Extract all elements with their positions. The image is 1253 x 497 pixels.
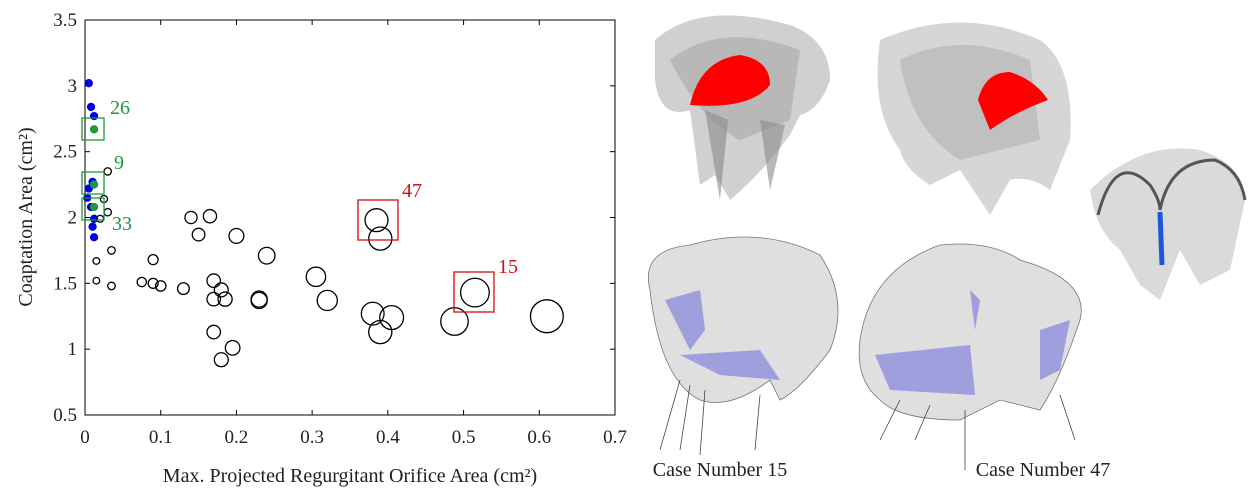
point [91,181,98,188]
valve-renderings [648,15,1245,470]
annotation-label: 47 [402,180,422,202]
x-tick-label: 0.5 [452,427,476,448]
point [91,234,98,241]
point [88,103,95,110]
point [203,210,216,223]
y-tick-label: 1 [68,339,78,360]
annotation-label: 33 [112,213,132,235]
point [85,80,92,87]
y-tick-label: 2.5 [53,142,77,163]
point [225,341,240,356]
plot-frame [85,20,615,415]
y-axis-label: Coaptation Area (cm²) [15,127,37,306]
point [317,290,337,310]
y-tick-label: 0.5 [53,405,77,426]
point [104,168,111,175]
x-tick-label: 0.7 [603,427,627,448]
point [229,229,244,244]
point [91,126,98,133]
point [214,283,228,297]
point [108,282,116,290]
annotation-label: 26 [110,97,130,119]
point [369,320,392,343]
point [108,247,116,255]
point [461,278,490,307]
y-tick-label: 3.5 [53,10,77,31]
point [185,211,197,223]
x-axis-label: Max. Projected Regurgitant Orifice Area … [163,465,537,487]
x-tick-label: 0.3 [300,427,324,448]
y-tick-label: 3 [68,76,78,97]
point [306,267,325,286]
point [214,353,228,367]
point [192,228,205,241]
point [251,291,267,307]
point [178,283,190,295]
y-tick-label: 2 [68,208,78,229]
point [93,258,100,265]
point [258,247,275,264]
image-caption: Case Number 47 [976,459,1110,481]
x-tick-label: 0.4 [376,427,400,448]
annotation-box [358,200,398,240]
x-tick-label: 0.2 [225,427,249,448]
point [91,203,98,210]
point [93,277,100,284]
x-tick-label: 0 [80,427,90,448]
annotation-label: 9 [114,152,124,174]
point [137,277,146,286]
point [207,325,220,338]
point [148,255,158,265]
annotation-label: 15 [498,256,518,278]
x-tick-label: 0.1 [149,427,173,448]
point [104,209,111,216]
point [89,223,96,230]
x-tick-label: 0.6 [527,427,551,448]
figure: Case Number 15 Case Number 47 Max. Proje… [0,0,1253,492]
point [530,300,563,333]
image-caption: Case Number 15 [653,459,787,481]
point [207,274,220,287]
point [251,292,267,308]
y-tick-label: 1.5 [53,273,77,294]
